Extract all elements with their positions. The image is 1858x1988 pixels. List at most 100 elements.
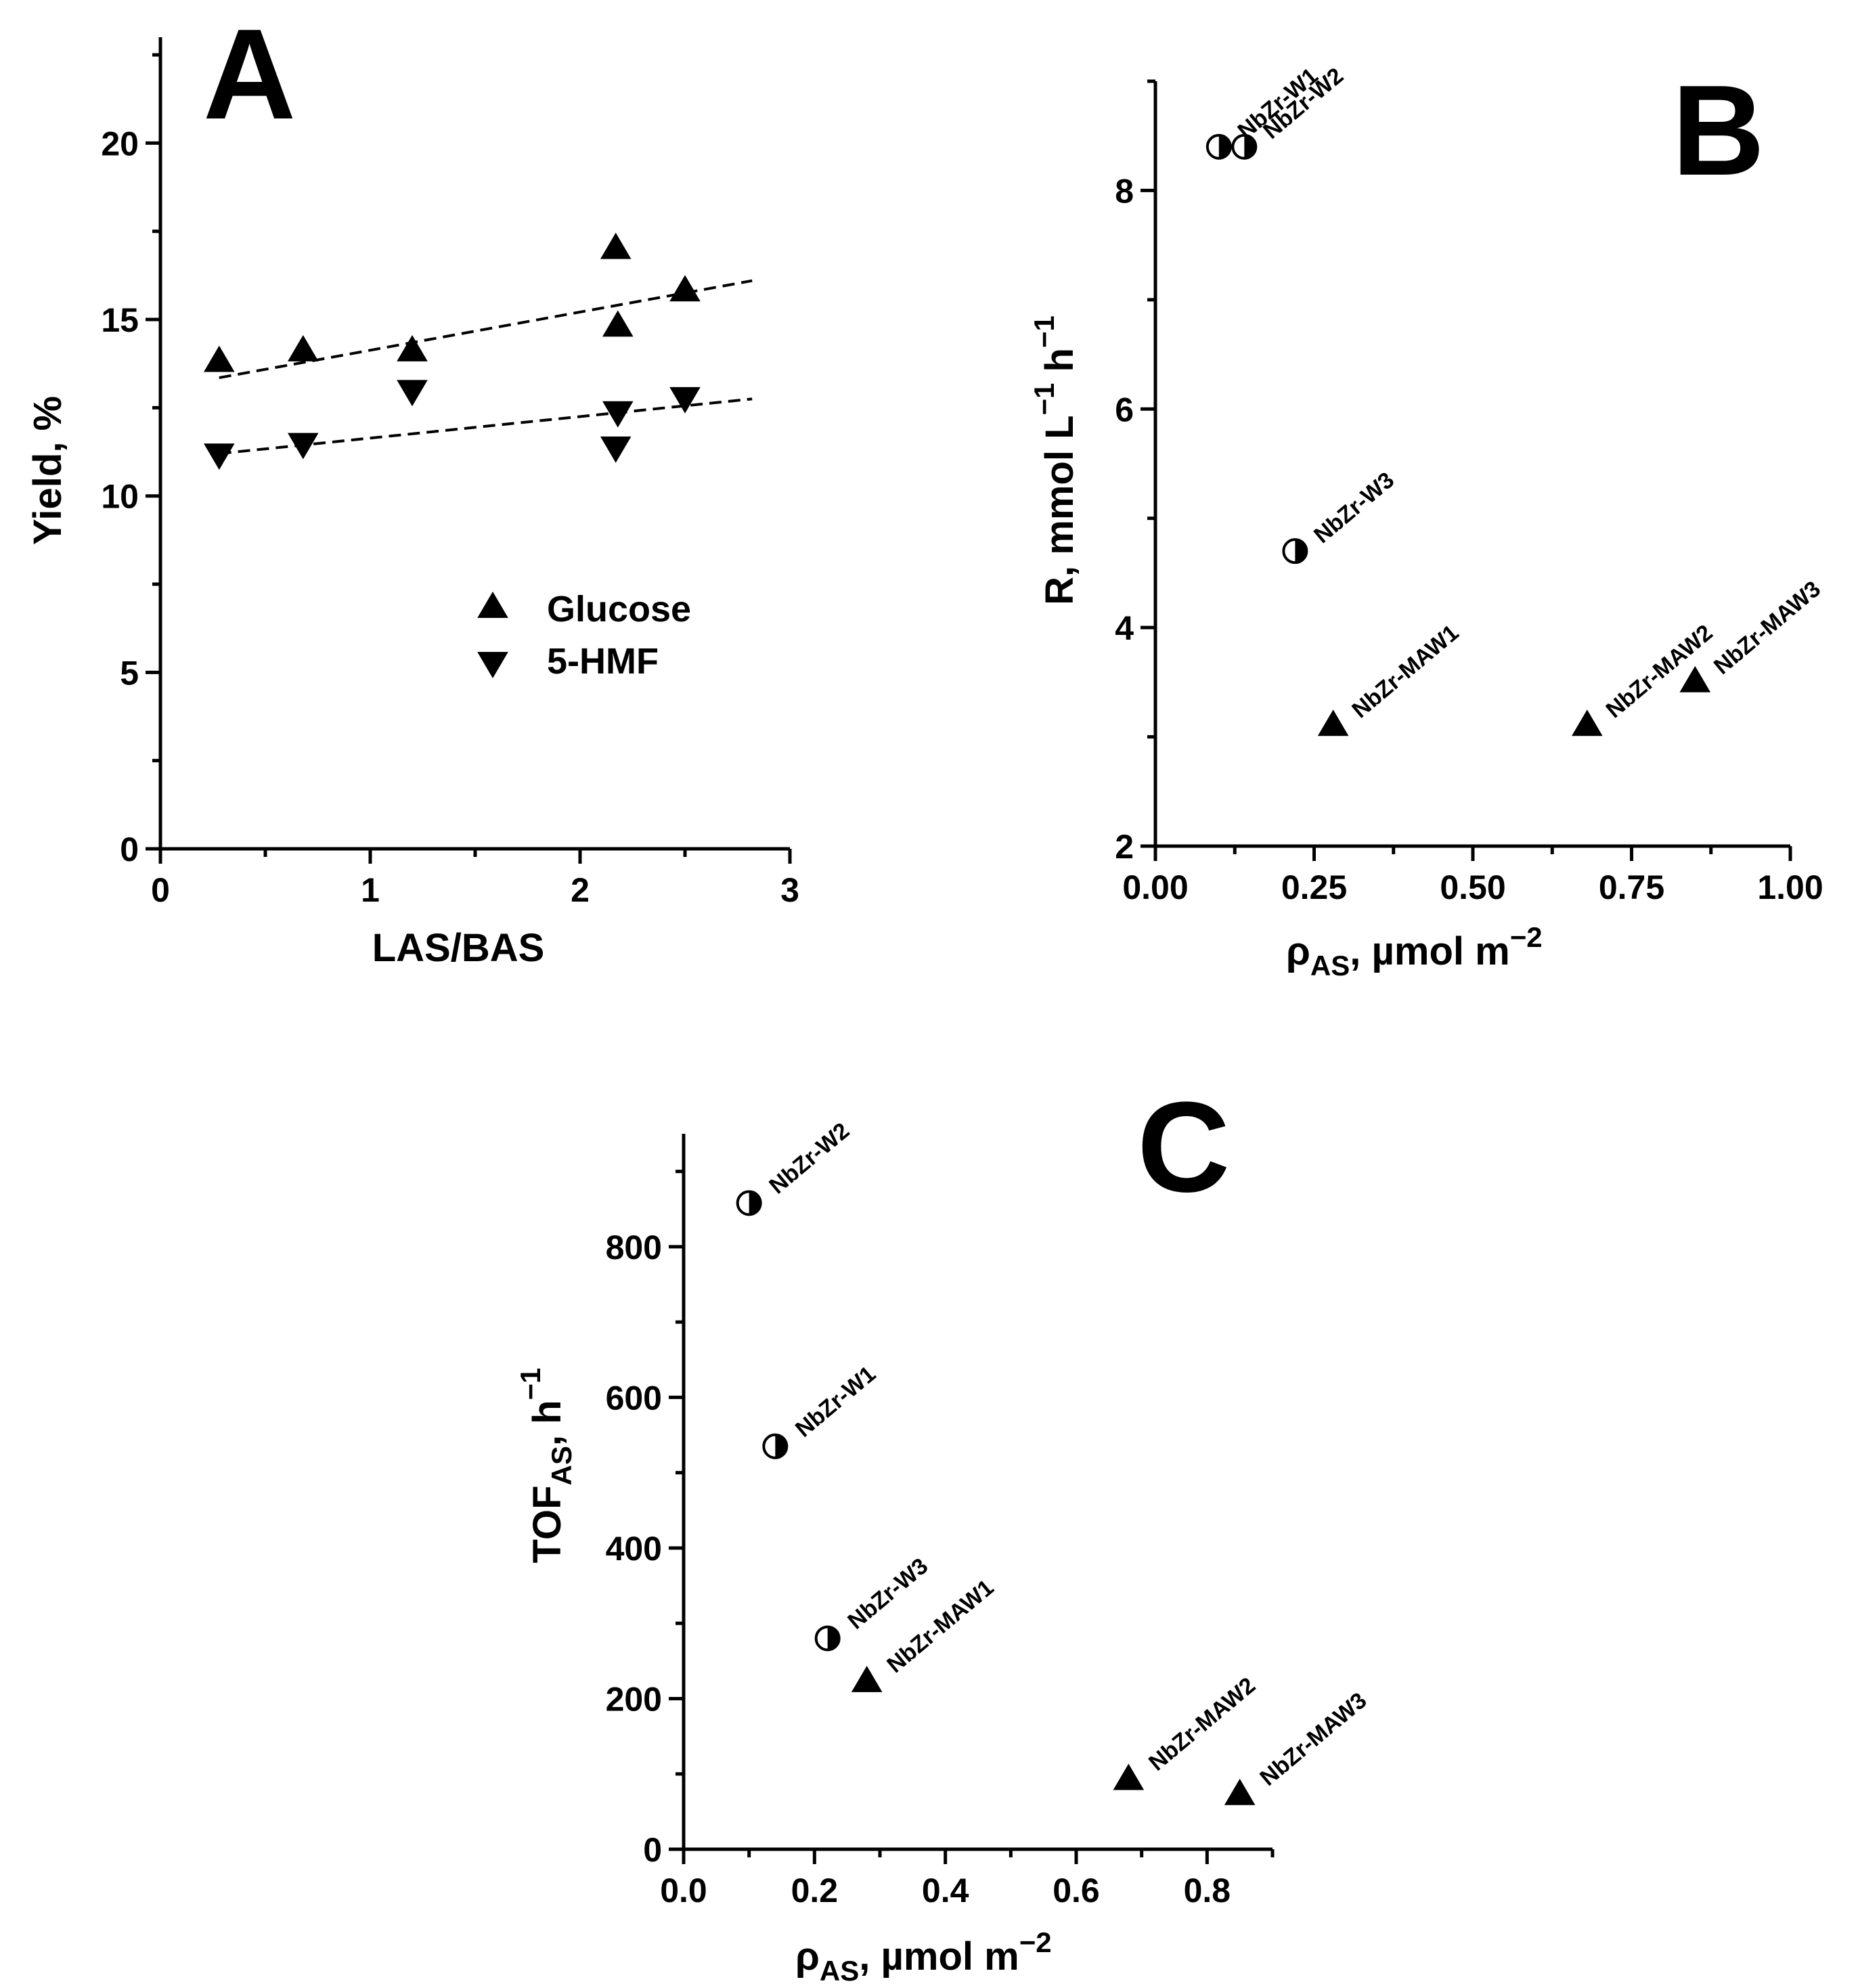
panel-c-x-title-text: , µmol m: [859, 1935, 1019, 1979]
a-y-tick-label: 5: [120, 654, 139, 692]
point-label-nbzr-maw2: NbZr-MAW2: [1601, 620, 1718, 724]
point-glucose: [288, 334, 319, 361]
point-nbzr-w1-fill: [1218, 135, 1231, 158]
panel-c-y-title-text-b: , h: [525, 1400, 569, 1446]
point-5-hmf: [204, 443, 235, 470]
panel-a-x-axis-title: LAS/BAS: [372, 926, 545, 970]
c-x-tick-label: 0.2: [791, 1872, 839, 1909]
legend-glucose-symbol: [477, 592, 508, 618]
c-x-tick-label: 0.6: [1053, 1872, 1100, 1909]
panel-letter-a: A: [203, 3, 296, 146]
point-nbzr-w3-fill: [827, 1627, 839, 1650]
point-glucose: [669, 275, 701, 302]
point-5-hmf: [600, 436, 632, 463]
point-5-hmf: [602, 401, 634, 428]
panel-c-x-axis-title: ρAS, µmol m−2: [795, 1926, 1052, 1987]
b-y-tick-label: 2: [1115, 828, 1134, 866]
legend-5hmf-symbol: [477, 652, 508, 678]
panel-b-y-title-text-a: R, mmol L: [1038, 415, 1082, 604]
point-label-nbzr-w3: NbZr-W3: [1309, 467, 1399, 548]
b-y-tick-label: 4: [1115, 609, 1134, 647]
legend-5hmf-marker: [477, 652, 508, 678]
point-nbzr-maw2: [1113, 1763, 1145, 1790]
b-y-tick-label: 6: [1115, 391, 1134, 428]
point-nbzr-maw1: [1317, 709, 1349, 736]
point-glucose: [602, 310, 634, 337]
legend-glucose-label: Glucose: [547, 589, 691, 629]
trendline-glucose: [219, 279, 753, 380]
panel-b-x-axis-title: ρAS, µmol m−2: [1286, 921, 1543, 981]
a-x-tick-label: 3: [780, 871, 799, 909]
point-5-hmf: [397, 380, 428, 407]
a-x-tick-label: 0: [151, 871, 170, 909]
point-label-nbzr-w2: NbZr-W2: [764, 1118, 854, 1199]
legend-glucose-marker: [477, 592, 508, 618]
panel-letter-b: B: [1672, 59, 1765, 202]
panel-a-legend: Glucose 5-HMF: [477, 589, 691, 682]
legend-5hmf-label: 5-HMF: [547, 641, 659, 682]
trendline-5-hmf: [219, 397, 753, 456]
panel-b-x-title-sub: AS: [1310, 950, 1350, 981]
c-x-tick-label: 0.4: [922, 1872, 969, 1909]
b-y-tick-label: 8: [1115, 172, 1134, 210]
point-nbzr-w1-fill: [775, 1434, 787, 1458]
c-y-tick-label: 0: [643, 1831, 662, 1869]
panel-b-x-title-sup: −2: [1510, 921, 1543, 953]
panel-b-y-title-sup-1: −1: [1028, 383, 1060, 416]
b-x-tick-label: 0.75: [1599, 868, 1664, 906]
point-glucose: [397, 334, 428, 361]
c-x-tick-label: 0.0: [660, 1872, 707, 1909]
panel-b-x-title-symbol: ρ: [1286, 929, 1310, 973]
panel-c-x-title-sub: AS: [820, 1955, 859, 1987]
panel-c-y-title-sup: −1: [514, 1368, 546, 1400]
point-nbzr-maw2: [1572, 709, 1603, 736]
b-x-tick-label: 0.00: [1122, 868, 1188, 906]
panel-c-x-title-symbol: ρ: [795, 1935, 820, 1979]
c-y-tick-label: 400: [606, 1530, 662, 1568]
point-nbzr-maw3: [1224, 1778, 1256, 1805]
point-label-nbzr-w1: NbZr-W1: [791, 1361, 881, 1442]
point-nbzr-w3: [1282, 538, 1308, 565]
c-y-tick-label: 200: [606, 1680, 662, 1718]
panel-a-chart: A 0 1 2 3 0 5 10 15 20 Glucose 5-HMF LAS/BAS Yie…: [26, 3, 799, 970]
point-nbzr-w3: [814, 1625, 841, 1652]
point-5-hmf: [288, 433, 319, 460]
point-nbzr-w2-fill: [749, 1191, 761, 1215]
c-y-tick-label: 600: [606, 1379, 662, 1417]
panel-b-x-title-text: , µmol m: [1350, 929, 1509, 973]
point-nbzr-maw3: [1679, 665, 1711, 692]
point-nbzr-maw1: [851, 1665, 883, 1692]
panel-c-y-axis-title: TOFAS, h−1: [514, 1368, 577, 1564]
c-x-tick-label: 0.8: [1184, 1872, 1231, 1909]
a-y-tick-label: 20: [101, 125, 139, 162]
panel-c-y-title-sub: AS: [546, 1446, 577, 1485]
point-nbzr-w1: [1206, 133, 1232, 160]
point-label-nbzr-maw3: NbZr-MAW3: [1255, 1687, 1371, 1791]
panel-c-chart: C 0.0 0.2 0.4 0.6 0.8 0 200 400 600 800 NbZr-W2 Nb…: [514, 1076, 1371, 1987]
point-5-hmf: [669, 386, 701, 414]
panel-b-y-axis-title: R, mmol L−1 h−1: [1028, 315, 1082, 605]
b-x-tick-label: 0.25: [1281, 868, 1347, 906]
point-label-nbzr-maw3: NbZr-MAW3: [1709, 576, 1826, 680]
panel-c-x-title-sup: −2: [1019, 1926, 1052, 1958]
point-nbzr-w3-fill: [1295, 539, 1307, 563]
point-glucose: [600, 232, 632, 259]
point-nbzr-w2: [736, 1190, 762, 1216]
panel-c-y-title-text-a: TOF: [525, 1485, 569, 1563]
a-y-tick-label: 15: [101, 301, 139, 339]
b-x-tick-label: 0.50: [1440, 868, 1505, 906]
panel-a-y-axis-title: Yield, %: [26, 396, 70, 545]
a-x-tick-label: 2: [571, 871, 590, 909]
point-label-nbzr-maw1: NbZr-MAW1: [1347, 620, 1463, 724]
a-y-tick-label: 10: [101, 478, 139, 516]
point-label-nbzr-maw2: NbZr-MAW2: [1144, 1673, 1260, 1776]
c-y-tick-label: 800: [606, 1229, 662, 1266]
b-x-tick-label: 1.00: [1757, 868, 1823, 906]
point-label-nbzr-w3: NbZr-W3: [843, 1553, 933, 1634]
panel-b-y-title-text-b: h: [1038, 348, 1082, 383]
panel-b-y-title-sup-2: −1: [1028, 315, 1060, 348]
point-nbzr-w1: [762, 1433, 789, 1459]
point-nbzr-w2-fill: [1244, 135, 1256, 158]
